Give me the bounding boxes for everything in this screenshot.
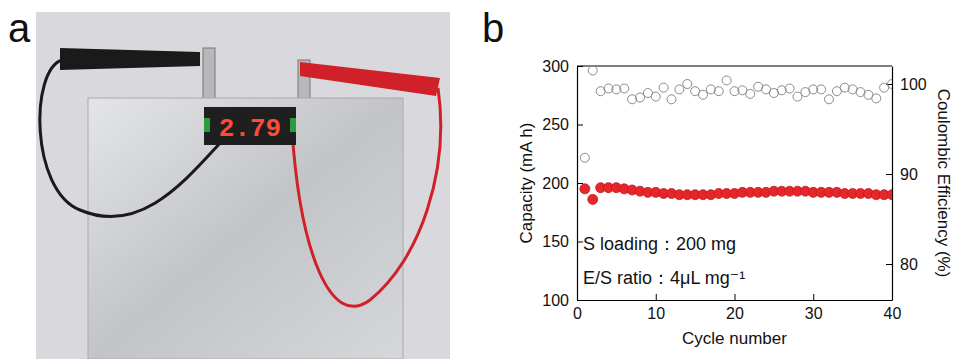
voltmeter-clip [290, 118, 296, 132]
black-clip [60, 48, 200, 70]
annotation: S loading：200 mg [583, 234, 736, 254]
data-point [872, 94, 881, 103]
data-point [667, 95, 676, 104]
tick-mark [577, 125, 583, 126]
tick-label: 20 [726, 305, 744, 322]
plot-marks [580, 66, 892, 204]
tick-label: 100 [542, 292, 569, 309]
tick-mark [656, 294, 657, 300]
tick-label: 250 [542, 116, 569, 133]
tick: 90 [886, 166, 918, 183]
data-point [683, 80, 692, 89]
data-point [675, 85, 684, 94]
y-axis: 100 150 200 250 300 [542, 58, 583, 309]
tick: 100 [886, 76, 927, 93]
tick-mark [813, 294, 814, 300]
tick: 200 [542, 175, 583, 192]
red-wire [292, 88, 441, 306]
tab [203, 48, 215, 103]
tick-label: 40 [884, 305, 902, 322]
voltmeter [204, 107, 296, 145]
data-point [580, 184, 590, 194]
data-point [651, 92, 660, 101]
tick-label: 10 [647, 305, 665, 322]
panel-label: b [482, 6, 504, 50]
tick-label: 150 [542, 233, 569, 250]
tick-label: 30 [805, 305, 823, 322]
y2-axis: 80 90 100 [886, 67, 927, 301]
data-point [580, 153, 589, 162]
tick: 300 [542, 58, 583, 75]
tick-label: 200 [542, 175, 569, 192]
tick-label: 80 [900, 256, 918, 273]
tick-mark [577, 183, 583, 184]
voltage-display: 2.79 [219, 114, 281, 144]
data-point [699, 90, 708, 99]
series [580, 183, 892, 205]
axis-line [578, 300, 893, 301]
data-point [785, 84, 794, 93]
tick-mark [577, 66, 583, 67]
figure: 2.79 a b 0 10 20 30 40 100 150 200 250 300 80 90 100 Cyc… [0, 0, 957, 359]
x-axis: 0 10 20 30 40 [573, 294, 901, 322]
photo-background [36, 12, 450, 359]
data-point [817, 85, 826, 94]
series [580, 66, 892, 162]
data-point [588, 66, 597, 75]
data-point [888, 80, 893, 89]
tick-label: 0 [573, 305, 582, 322]
data-point [659, 83, 668, 92]
tick: 10 [647, 294, 665, 322]
annotation: E/S ratio：4μL mg⁻¹ [583, 268, 745, 288]
tick-label: 100 [900, 76, 927, 93]
tick-mark [735, 294, 736, 300]
tick: 250 [542, 116, 583, 133]
data-point [714, 87, 723, 96]
tick: 80 [886, 256, 918, 273]
data-point [746, 89, 755, 98]
voltmeter-clip [204, 118, 210, 132]
axis-line [892, 67, 893, 301]
data-point [588, 194, 598, 204]
tick-label: 300 [542, 58, 569, 75]
red-clip [300, 62, 440, 96]
panel-label: a [8, 6, 31, 50]
tick: 150 [542, 233, 583, 250]
tick-mark [886, 174, 892, 175]
data-point [887, 190, 892, 200]
data-point [825, 95, 834, 104]
pouch [88, 98, 403, 359]
y-axis-title: Capacity (mA h) [517, 123, 536, 244]
tick-mark [886, 264, 892, 265]
tick: 20 [726, 294, 744, 322]
data-point [620, 84, 629, 93]
panel-a: 2.79 [36, 12, 450, 359]
tick: 100 [542, 292, 583, 309]
x-axis-title: Cycle number [682, 329, 787, 348]
data-point [722, 76, 731, 85]
tick-label: 90 [900, 166, 918, 183]
tick-mark [577, 300, 583, 301]
tick: 30 [805, 294, 823, 322]
y2-axis-title: Coulombic Efficiency (%) [934, 89, 953, 278]
frame-top [577, 65, 892, 66]
